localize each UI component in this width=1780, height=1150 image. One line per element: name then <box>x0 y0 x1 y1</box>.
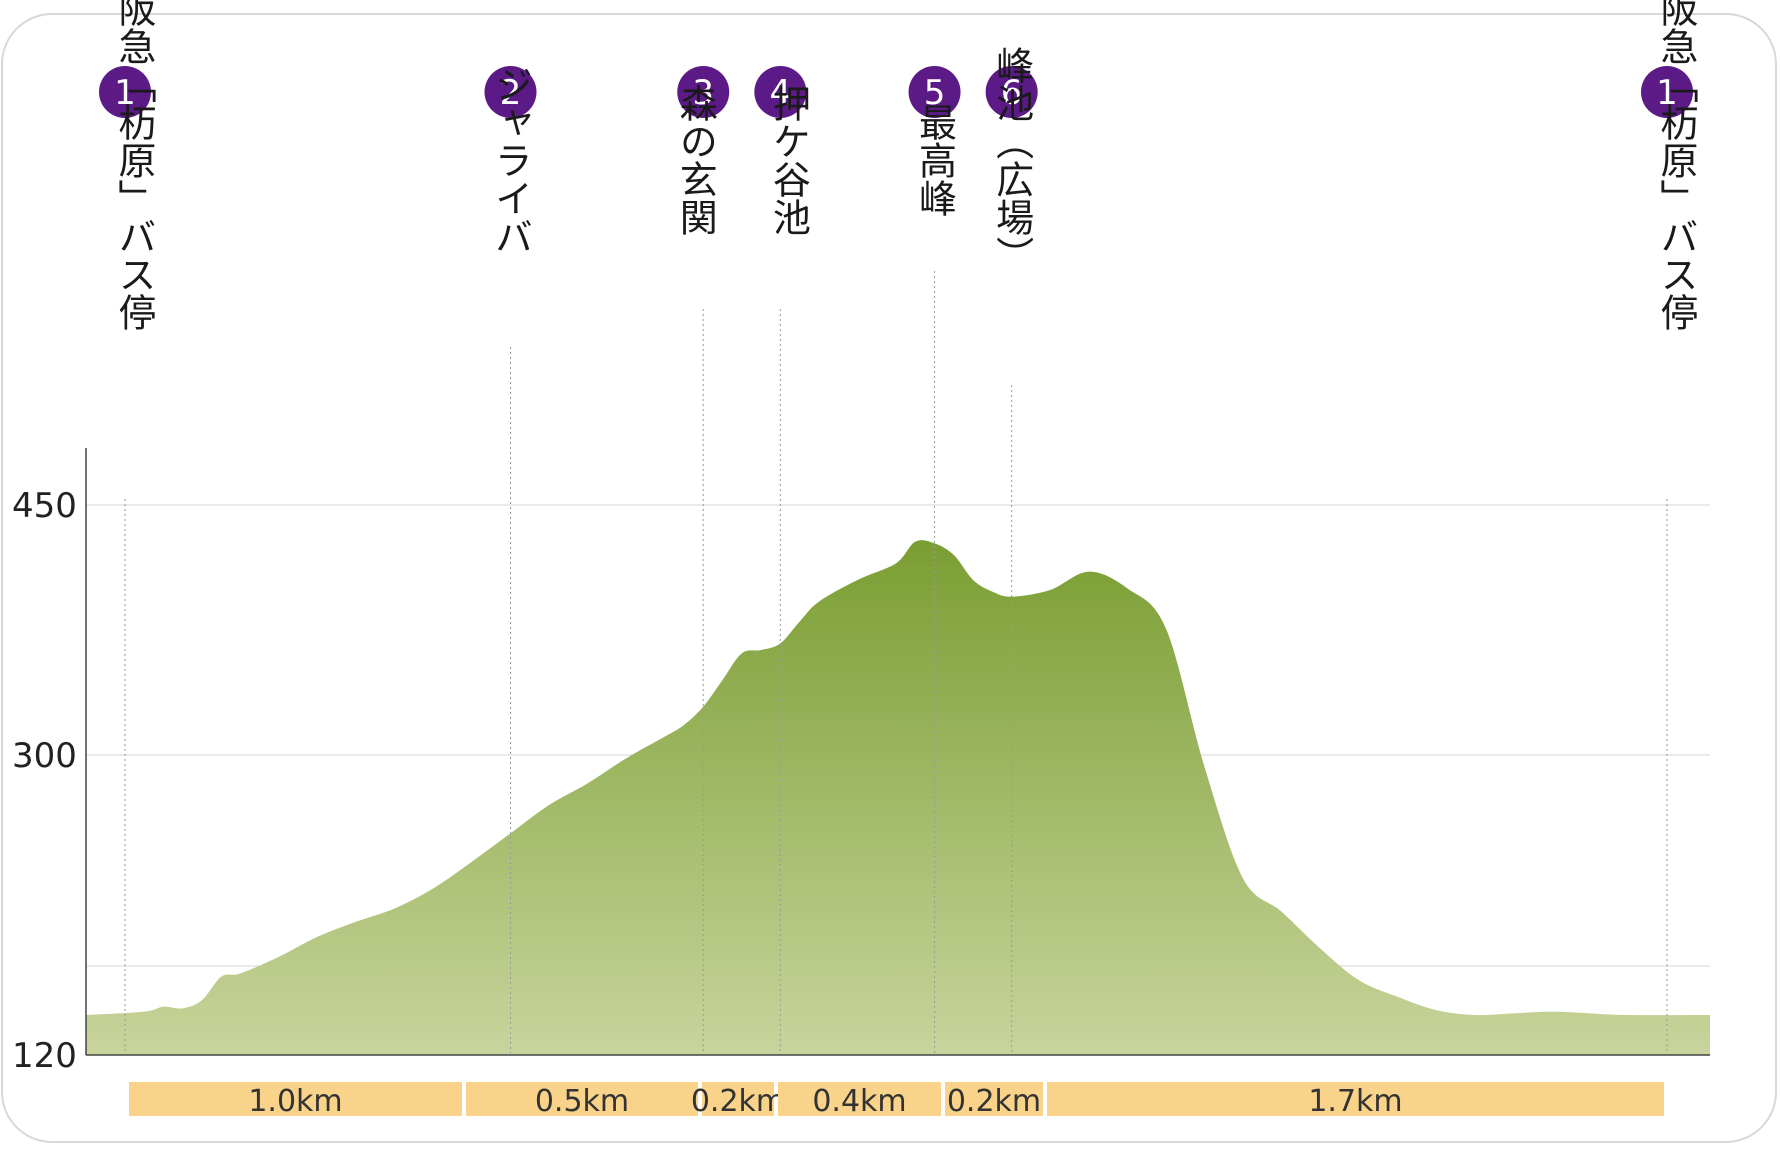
distance-segment-label: 1.0km <box>248 1084 342 1119</box>
distance-segment-label: 0.4km <box>812 1084 906 1119</box>
distance-segment-label: 0.5km <box>535 1084 629 1119</box>
y-tick-label: 120 <box>12 1036 77 1076</box>
y-axis: 120 300 450 <box>12 448 1710 1076</box>
waypoint-number: 6 <box>1001 73 1023 113</box>
waypoint-marker <box>99 66 151 118</box>
distance-segment-bar <box>702 1082 774 1116</box>
y-tick-label: 450 <box>12 486 77 526</box>
distance-segment-label: 0.2km <box>691 1084 785 1119</box>
waypoint-name: 阪急「杤原」バス停 <box>1654 0 1698 331</box>
waypoint-number: 1 <box>1656 73 1678 113</box>
waypoint-name: ジャライバ <box>489 65 533 255</box>
elevation-area-layer <box>86 540 1710 1055</box>
waypoint-marker <box>677 66 730 118</box>
waypoint-name: 押ケ谷池 <box>766 84 810 236</box>
distance-segment-label: 0.2km <box>947 1084 1041 1119</box>
waypoint-marker <box>754 66 807 118</box>
waypoint-name: 峰池（広場） <box>990 46 1034 274</box>
waypoint-marker <box>1641 66 1693 118</box>
distance-segments: 1.0km 0.5km 0.2km 0.4km 0.2km 1.7km <box>129 1082 1664 1119</box>
waypoint-name: 最高峰 <box>913 103 957 217</box>
waypoint-name: 森の玄関 <box>673 84 717 236</box>
distance-segment-bar <box>945 1082 1043 1116</box>
distance-segment-bar <box>129 1082 462 1116</box>
waypoint-number: 5 <box>924 73 946 113</box>
waypoint-marker <box>985 66 1038 118</box>
waypoint-marker <box>908 66 961 118</box>
waypoint-number: 1 <box>114 73 136 113</box>
y-tick-label: 300 <box>12 736 77 776</box>
distance-segment-label: 1.7km <box>1308 1084 1402 1119</box>
distance-segment-bar <box>1047 1082 1664 1116</box>
waypoint-number: 4 <box>770 73 792 113</box>
distance-segment-bar <box>466 1082 698 1116</box>
waypoint-name: 阪急「杤原」バス停 <box>112 0 156 331</box>
waypoint-guides <box>124 271 1668 1053</box>
waypoint-number: 2 <box>500 73 522 113</box>
distance-segment-bar <box>778 1082 941 1116</box>
waypoint-marker <box>484 66 537 118</box>
waypoint-number: 3 <box>692 73 714 113</box>
elevation-area <box>86 540 1710 1055</box>
